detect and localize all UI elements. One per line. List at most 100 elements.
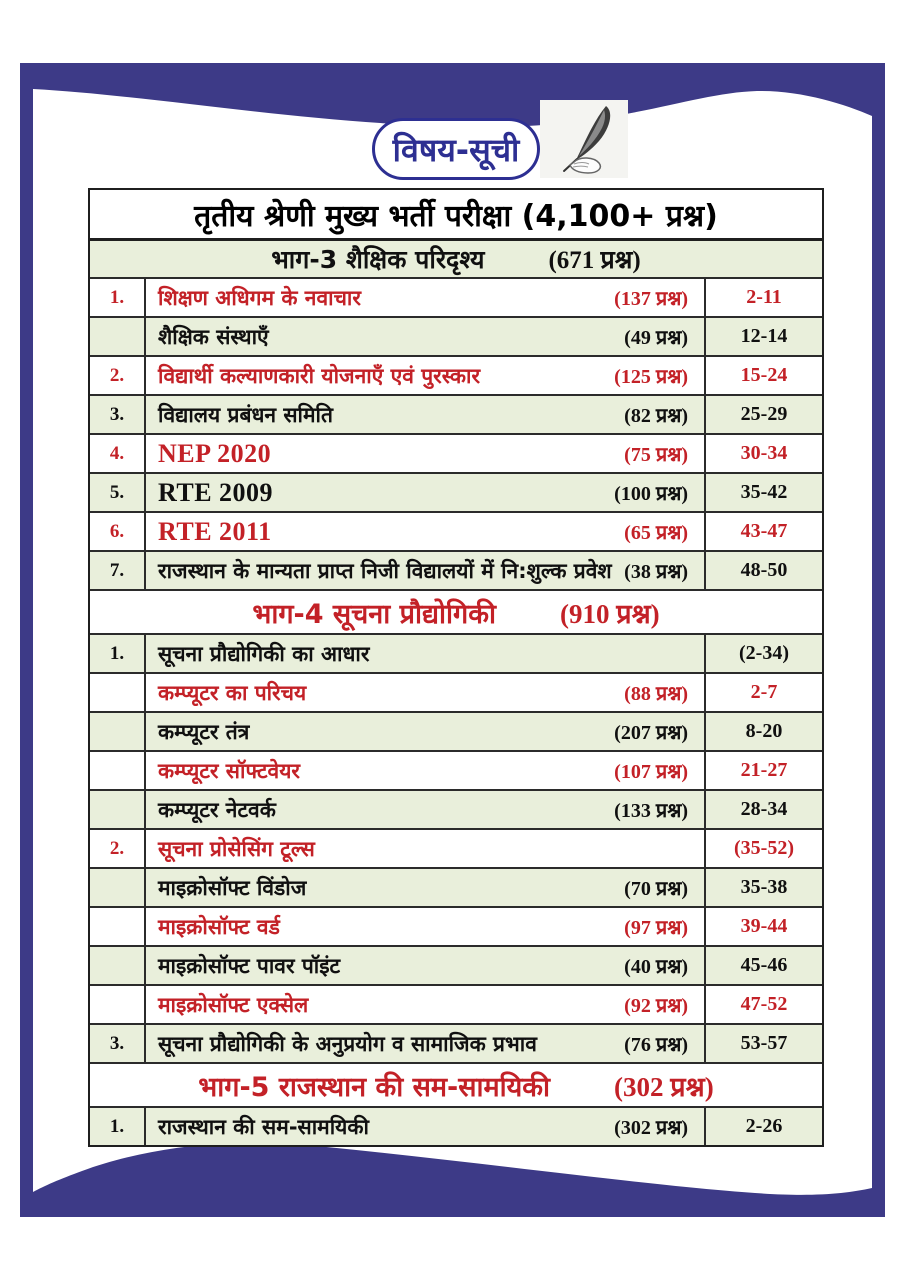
row-serial: 7. (90, 552, 146, 589)
row-title: कम्प्यूटर का परिचय (158, 680, 307, 705)
toc-row: शैक्षिक संस्थाएँ (49 प्रश्न) 12-14 (90, 316, 822, 355)
row-pages: 28-34 (740, 798, 788, 820)
row-pages: 35-42 (740, 481, 788, 503)
row-serial: 1. (90, 279, 146, 316)
row-serial (90, 947, 146, 984)
row-title: कम्प्यूटर तंत्र (158, 719, 250, 744)
row-serial: 4. (90, 435, 146, 472)
row-topic: कम्प्यूटर तंत्र (207 प्रश्न) (146, 713, 706, 750)
page-title: विषय-सूची (372, 118, 540, 180)
row-topic: कम्प्यूटर सॉफ्टवेयर (107 प्रश्न) (146, 752, 706, 789)
toc-row: माइक्रोसॉफ्ट एक्सेल (92 प्रश्न) 47-52 (90, 984, 822, 1023)
row-pages: 39-44 (740, 915, 788, 937)
row-question-count: (207 प्रश्न) (614, 722, 688, 744)
row-title: शिक्षण अधिगम के नवाचार (158, 285, 361, 310)
row-serial: 1. (90, 1108, 146, 1145)
row-serial: 1. (90, 635, 146, 672)
toc-table: तृतीय श्रेणी मुख्य भर्ती परीक्षा (4,100+… (88, 188, 824, 1147)
section-header: भाग-4 सूचना प्रौद्योगिकी (910 प्रश्न) (90, 589, 822, 633)
row-serial: 2. (90, 830, 146, 867)
row-pages: 53-57 (740, 1032, 788, 1054)
row-pages: 48-50 (740, 559, 788, 581)
row-serial: 2. (90, 357, 146, 394)
row-title: RTE 2011 (158, 516, 272, 546)
row-serial: 3. (90, 396, 146, 433)
row-pages: 43-47 (740, 520, 788, 542)
row-topic: RTE 2009 (100 प्रश्न) (146, 474, 706, 511)
row-question-count: (40 प्रश्न) (624, 956, 688, 978)
row-serial: 5. (90, 474, 146, 511)
toc-sections: भाग-3 शैक्षिक परिदृश्य (671 प्रश्न) 1. शिक्… (90, 238, 822, 1145)
row-pages: 30-34 (740, 442, 788, 464)
section-header: भाग-3 शैक्षिक परिदृश्य (671 प्रश्न) (90, 238, 822, 277)
toc-row: माइक्रोसॉफ्ट विंडोज (70 प्रश्न) 35-38 (90, 867, 822, 906)
row-title: RTE 2009 (158, 477, 274, 507)
toc-row: 1. शिक्षण अधिगम के नवाचार (137 प्रश्न) 2-11 (90, 277, 822, 316)
toc-row: 3. सूचना प्रौद्योगिकी के अनुप्रयोग व सामा… (90, 1023, 822, 1062)
row-topic: सूचना प्रौद्योगिकी का आधार (146, 635, 706, 672)
row-pages: 45-46 (740, 954, 788, 976)
row-serial (90, 986, 146, 1023)
row-pages: (35-52) (734, 837, 794, 859)
row-title: शैक्षिक संस्थाएँ (158, 324, 269, 349)
row-topic: NEP 2020 (75 प्रश्न) (146, 435, 706, 472)
row-title: माइक्रोसॉफ्ट पावर पॉइंट (158, 953, 341, 978)
row-question-count: (76 प्रश्न) (624, 1034, 688, 1056)
row-serial (90, 674, 146, 711)
toc-row: कम्प्यूटर सॉफ्टवेयर (107 प्रश्न) 21-27 (90, 750, 822, 789)
row-question-count: (125 प्रश्न) (614, 366, 688, 388)
row-topic: कम्प्यूटर का परिचय (88 प्रश्न) (146, 674, 706, 711)
toc-row: 1. राजस्थान की सम-सामयिकी (302 प्रश्न) 2-26 (90, 1106, 822, 1145)
toc-row: माइक्रोसॉफ्ट वर्ड (97 प्रश्न) 39-44 (90, 906, 822, 945)
toc-row: कम्प्यूटर नेटवर्क (133 प्रश्न) 28-34 (90, 789, 822, 828)
row-title: विद्यालय प्रबंधन समिति (158, 402, 333, 427)
row-question-count: (38 प्रश्न) (624, 561, 688, 583)
quill-pen-icon (540, 100, 628, 178)
row-title: सूचना प्रोसेसिंग टूल्स (158, 836, 315, 861)
row-question-count: (107 प्रश्न) (614, 761, 688, 783)
row-question-count: (65 प्रश्न) (624, 522, 688, 544)
row-title: NEP 2020 (158, 438, 272, 468)
row-topic: माइक्रोसॉफ्ट पावर पॉइंट (40 प्रश्न) (146, 947, 706, 984)
row-pages: 15-24 (740, 364, 788, 386)
row-pages: 2-11 (746, 286, 782, 308)
row-topic: सूचना प्रोसेसिंग टूल्स (146, 830, 706, 867)
row-topic: राजस्थान की सम-सामयिकी (302 प्रश्न) (146, 1108, 706, 1145)
row-question-count: (49 प्रश्न) (624, 327, 688, 349)
section-title: भाग-5 राजस्थान की सम-सामयिकी (198, 1071, 551, 1103)
row-topic: माइक्रोसॉफ्ट वर्ड (97 प्रश्न) (146, 908, 706, 945)
row-pages: (2-34) (739, 642, 789, 664)
row-topic: माइक्रोसॉफ्ट एक्सेल (92 प्रश्न) (146, 986, 706, 1023)
row-title: राजस्थान के मान्यता प्राप्त निजी विद्याल… (158, 558, 612, 583)
row-pages: 21-27 (740, 759, 788, 781)
exam-main-header: तृतीय श्रेणी मुख्य भर्ती परीक्षा (4,100+… (90, 190, 822, 238)
toc-row: 2. विद्यार्थी कल्याणकारी योजनाएँ एवं पुरस… (90, 355, 822, 394)
row-pages: 12-14 (740, 325, 788, 347)
toc-row: 1. सूचना प्रौद्योगिकी का आधार (2-34) (90, 633, 822, 672)
row-pages: 2-26 (745, 1115, 783, 1137)
toc-row: 3. विद्यालय प्रबंधन समिति (82 प्रश्न) 25-29 (90, 394, 822, 433)
row-serial (90, 318, 146, 355)
row-title: माइक्रोसॉफ्ट वर्ड (158, 914, 280, 939)
section-question-count: (302 प्रश्न) (614, 1071, 714, 1102)
row-topic: शैक्षिक संस्थाएँ (49 प्रश्न) (146, 318, 706, 355)
row-question-count: (133 प्रश्न) (614, 800, 688, 822)
row-serial: 3. (90, 1025, 146, 1062)
row-topic: शिक्षण अधिगम के नवाचार (137 प्रश्न) (146, 279, 706, 316)
row-pages: 47-52 (740, 993, 788, 1015)
row-title: सूचना प्रौद्योगिकी के अनुप्रयोग व सामाजि… (158, 1031, 537, 1056)
row-topic: सूचना प्रौद्योगिकी के अनुप्रयोग व सामाजि… (146, 1025, 706, 1062)
row-question-count: (88 प्रश्न) (624, 683, 688, 705)
toc-row: 2. सूचना प्रोसेसिंग टूल्स (35-52) (90, 828, 822, 867)
row-question-count: (100 प्रश्न) (614, 483, 688, 505)
row-serial (90, 713, 146, 750)
row-title: माइक्रोसॉफ्ट विंडोज (158, 875, 307, 900)
row-topic: माइक्रोसॉफ्ट विंडोज (70 प्रश्न) (146, 869, 706, 906)
toc-row: कम्प्यूटर तंत्र (207 प्रश्न) 8-20 (90, 711, 822, 750)
row-question-count: (92 प्रश्न) (624, 995, 688, 1017)
section-title: भाग-4 सूचना प्रौद्योगिकी (252, 598, 496, 630)
row-question-count: (70 प्रश्न) (624, 878, 688, 900)
row-pages: 8-20 (745, 720, 783, 742)
row-topic: राजस्थान के मान्यता प्राप्त निजी विद्याल… (146, 552, 706, 589)
row-pages: 25-29 (740, 403, 788, 425)
